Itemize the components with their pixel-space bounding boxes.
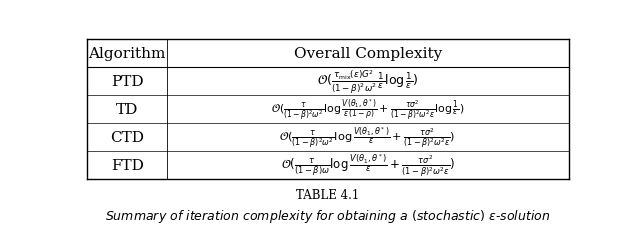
Text: $\mathcal{O}(\frac{\tau}{(1-\beta)^2\omega^2} \log \frac{V(\theta_1,\theta^*)}{\: $\mathcal{O}(\frac{\tau}{(1-\beta)^2\ome… xyxy=(280,125,456,150)
Text: Overall Complexity: Overall Complexity xyxy=(294,47,442,61)
Text: FTD: FTD xyxy=(111,158,143,172)
Text: Algorithm: Algorithm xyxy=(88,47,166,61)
Text: $\mathcal{O}(\frac{\tau_{\mathrm{mix}}(\epsilon)G^2}{(1-\beta)^2\omega^2} \frac{: $\mathcal{O}(\frac{\tau_{\mathrm{mix}}(\… xyxy=(317,68,419,95)
Text: $\mathcal{O}(\frac{\tau}{(1-\beta)^2\omega^2} \log \frac{V(\theta_1,\theta^*)}{\: $\mathcal{O}(\frac{\tau}{(1-\beta)^2\ome… xyxy=(271,97,465,122)
Text: TD: TD xyxy=(116,103,138,116)
Text: $\mathcal{O}(\frac{\tau}{(1-\beta)\omega} \log \frac{V(\theta_1,\theta^*)}{\epsi: $\mathcal{O}(\frac{\tau}{(1-\beta)\omega… xyxy=(280,152,455,178)
Text: TABLE 4.1: TABLE 4.1 xyxy=(296,188,360,201)
Text: CTD: CTD xyxy=(110,130,144,144)
Text: $\it{Summary\ of\ iteration\ complexity\ for\ obtaining\ a\ (stochastic)\ \epsil: $\it{Summary\ of\ iteration\ complexity\… xyxy=(106,207,550,224)
Text: PTD: PTD xyxy=(111,75,143,89)
